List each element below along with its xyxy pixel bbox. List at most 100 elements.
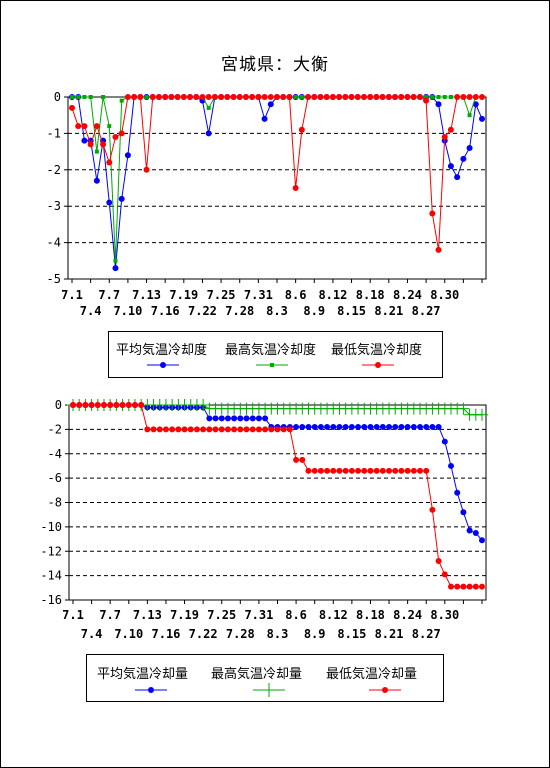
point-avg: [255, 415, 262, 422]
point-max: [293, 95, 298, 99]
y-tick-label: -2: [47, 163, 61, 177]
y-tick-label: -4: [48, 447, 62, 461]
point-avg: [448, 462, 455, 469]
x-tick-label: 7.1: [61, 288, 83, 302]
plot-frame: [68, 404, 487, 601]
point-max: [113, 258, 118, 263]
point-avg: [224, 415, 231, 422]
point-avg: [355, 423, 362, 430]
legend-label-avg: 平均気温冷却度: [116, 343, 208, 358]
legend-label-avg-amount: 平均気温冷却量: [97, 667, 189, 682]
point-min: [100, 402, 107, 408]
x-tick-label: 8.24: [393, 608, 422, 622]
x-tick-label: 8.6: [285, 288, 307, 302]
point-min: [472, 583, 479, 590]
point-min: [224, 426, 231, 433]
point-min: [70, 402, 76, 408]
point-max: [197, 399, 210, 411]
y-tick-label: -6: [48, 471, 62, 485]
x-tick-label: 8.21: [374, 304, 403, 318]
x-tick-label: 7.7: [99, 608, 121, 622]
x-tick-label: 8.27: [412, 627, 441, 641]
point-min: [174, 94, 181, 100]
point-min: [162, 94, 169, 100]
point-min: [416, 94, 423, 100]
point-avg: [454, 174, 461, 181]
point-min: [206, 426, 213, 433]
point-avg: [112, 265, 119, 272]
point-max: [119, 98, 124, 103]
legend-marker-min: [375, 362, 381, 368]
point-min: [348, 467, 355, 474]
point-min: [155, 94, 162, 100]
point-avg: [243, 415, 250, 422]
x-tick-label: 7.16: [151, 304, 180, 318]
point-min: [342, 467, 349, 474]
legend-label-min: 最低気温冷却度: [331, 343, 423, 358]
point-avg: [342, 423, 349, 430]
point-min: [435, 558, 442, 564]
point-min: [386, 467, 393, 474]
point-avg: [93, 177, 100, 184]
point-min: [305, 467, 312, 474]
point-avg: [249, 415, 256, 422]
legend-marker-max: [270, 363, 274, 367]
point-max: [94, 149, 99, 154]
point-avg: [348, 423, 355, 430]
point-avg: [81, 137, 88, 144]
point-min: [360, 94, 367, 100]
point-avg: [373, 423, 380, 430]
point-avg: [435, 101, 442, 108]
point-min: [404, 467, 411, 474]
point-avg: [460, 509, 467, 516]
point-max: [101, 95, 106, 99]
x-tick-label: 7.16: [152, 627, 181, 641]
point-avg: [454, 489, 461, 496]
point-min: [423, 97, 430, 104]
point-avg: [447, 163, 454, 170]
point-avg: [218, 415, 225, 422]
point-min: [373, 467, 380, 474]
y-tick-label: -12: [40, 544, 62, 558]
point-min: [472, 94, 479, 100]
point-min: [361, 467, 368, 474]
point-min: [162, 426, 169, 433]
point-min: [267, 94, 274, 100]
point-min: [429, 506, 436, 513]
point-min: [138, 402, 145, 408]
point-avg: [479, 537, 485, 544]
point-min: [69, 104, 75, 111]
point-avg: [205, 130, 212, 137]
point-min: [193, 94, 200, 100]
point-min: [211, 94, 218, 100]
x-tick-label: 7.22: [188, 304, 217, 318]
point-min: [237, 426, 244, 433]
cooling-degree-chart: 0 -1 -2 -3 -4 -57.1 7.7 7.13 7.19 7.25 7.31 8.6 8.12…: [47, 90, 487, 318]
point-min: [311, 94, 318, 100]
legend-marker-max-amount: [262, 683, 276, 697]
point-min: [106, 159, 113, 166]
point-min: [441, 571, 448, 578]
point-min: [187, 426, 194, 433]
point-max: [206, 105, 211, 110]
x-tick-label: 8.3: [266, 304, 288, 318]
y-tick-label: 0: [54, 90, 61, 104]
point-min: [181, 426, 188, 433]
point-avg: [262, 415, 269, 422]
point-min: [336, 467, 343, 474]
x-tick-label: 7.13: [133, 608, 162, 622]
y-tick-label: -10: [40, 520, 62, 534]
point-avg: [261, 115, 268, 122]
point-avg: [106, 199, 113, 206]
point-min: [280, 426, 287, 433]
point-min: [187, 94, 194, 100]
point-min: [448, 583, 455, 590]
x-tick-label: 7.10: [113, 304, 142, 318]
point-min: [168, 94, 175, 100]
point-min: [112, 134, 119, 141]
point-min: [119, 402, 126, 408]
y-tick-label: -3: [47, 199, 61, 213]
legend-markers: [147, 362, 394, 368]
point-min: [137, 94, 144, 100]
point-avg: [267, 101, 274, 108]
